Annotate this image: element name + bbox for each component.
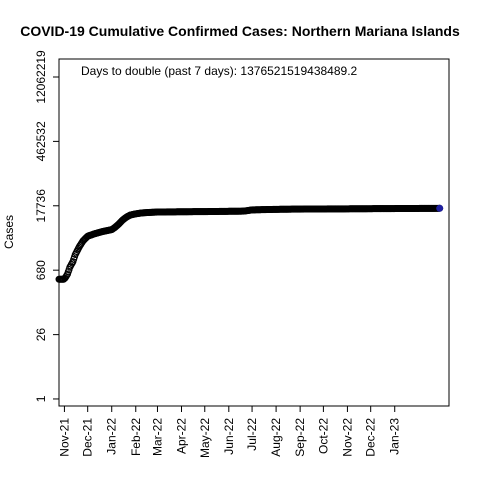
x-tick-label: Feb-22 [129, 418, 143, 456]
y-axis: 1 26 680 17736 462532 12062219 [34, 50, 60, 402]
x-tick-label: Dec-21 [81, 418, 95, 457]
x-tick-label: Jan-22 [105, 418, 119, 455]
y-tick-label: 17736 [34, 189, 48, 223]
y-tick-label: 26 [34, 328, 48, 342]
x-tick-label: Jul-22 [245, 418, 259, 451]
y-tick-label: 462532 [34, 121, 48, 161]
y-tick-label: 680 [34, 260, 48, 280]
x-tick-label: Aug-22 [269, 418, 283, 457]
x-tick-label: Nov-21 [57, 418, 71, 457]
y-tick-label: 1 [34, 395, 48, 402]
y-axis-label: Cases [2, 215, 16, 249]
y-tick-label: 12062219 [34, 50, 48, 104]
plot-frame [58, 58, 450, 407]
x-tick-label: Nov-22 [340, 418, 354, 457]
doubling-annotation: Days to double (past 7 days): 1376521519… [81, 64, 358, 78]
x-axis: Nov-21 Dec-21 Jan-22 Feb-22 Mar-22 Apr-22 May-… [57, 405, 402, 458]
data-point [63, 271, 71, 279]
data-points [55, 204, 444, 283]
x-tick-label: Sep-22 [293, 418, 307, 457]
x-tick-label: May-22 [198, 418, 212, 458]
latest-data-point [436, 204, 444, 212]
x-tick-label: Dec-22 [364, 418, 378, 457]
x-tick-label: Jun-22 [222, 418, 236, 455]
x-tick-label: Jan-23 [388, 418, 402, 455]
x-tick-label: Oct-22 [316, 418, 330, 454]
chart-title: COVID-19 Cumulative Confirmed Cases: Nor… [20, 23, 460, 39]
x-tick-label: Apr-22 [175, 418, 189, 454]
x-tick-label: Mar-22 [150, 418, 164, 456]
